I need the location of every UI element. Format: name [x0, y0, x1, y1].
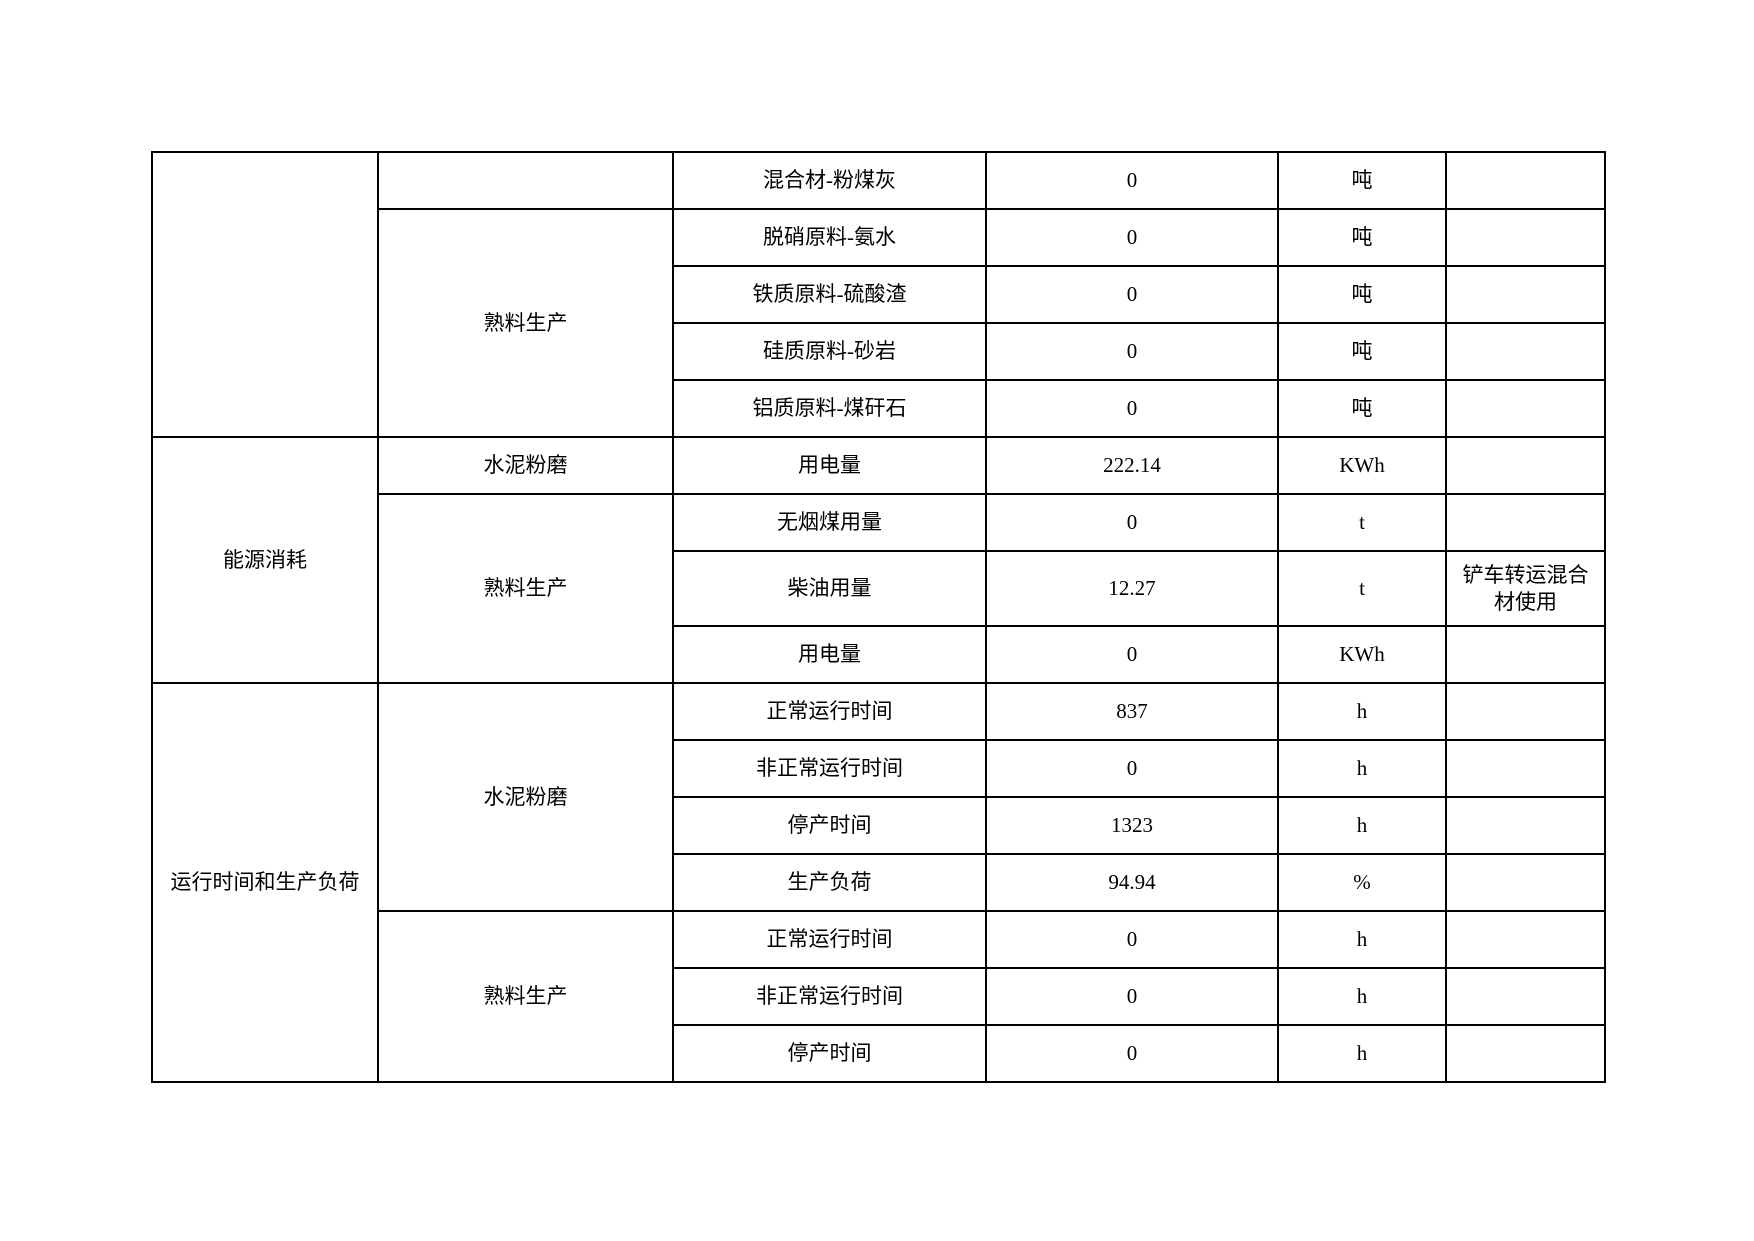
unit-cell: h: [1277, 682, 1447, 741]
note-cell: [1445, 1024, 1606, 1083]
value-cell: 1323: [985, 796, 1279, 855]
unit-cell: KWh: [1277, 625, 1447, 684]
value-cell: 0: [985, 493, 1279, 552]
item-cell: 正常运行时间: [672, 910, 987, 969]
value-cell: 0: [985, 379, 1279, 438]
table-row: 用电量 0 KWh: [152, 625, 1606, 684]
unit-cell: h: [1277, 796, 1447, 855]
note-cell: [1445, 322, 1606, 381]
value-cell: 0: [985, 739, 1279, 798]
value-cell: 222.14: [985, 436, 1279, 495]
table-row: 混合材-粉煤灰 0 吨: [151, 151, 1606, 438]
unit-cell: 吨: [1277, 265, 1447, 324]
note-cell: [1445, 739, 1606, 798]
value-cell: 0: [985, 910, 1279, 969]
unit-cell: 吨: [1277, 151, 1447, 210]
production-report-table: 混合材-粉煤灰 0 吨 熟料生产 脱硝原料-氨水 0 吨 铁质原料-硫酸渣 0 …: [151, 151, 1606, 1083]
unit-cell: t: [1277, 493, 1447, 552]
value-cell: 12.27: [985, 550, 1279, 627]
table-row: 能源消耗 水泥粉磨 用电量 222.14 KWh: [151, 436, 1606, 684]
item-cell: 非正常运行时间: [672, 739, 987, 798]
item-cell: 用电量: [672, 625, 987, 684]
item-cell: 正常运行时间: [672, 682, 987, 741]
item-cell: 停产时间: [672, 1024, 987, 1083]
category-cell: 能源消耗: [151, 436, 379, 684]
unit-cell: h: [1277, 739, 1447, 798]
table-row: 运行时间和生产负荷 水泥粉磨 正常运行时间 837 h: [151, 682, 1606, 1083]
unit-cell: 吨: [1277, 322, 1447, 381]
category-cell: [151, 151, 379, 438]
group-cell: 水泥粉磨: [377, 436, 674, 495]
unit-cell: 吨: [1277, 379, 1447, 438]
unit-cell: 吨: [1277, 208, 1447, 267]
value-cell: 837: [985, 682, 1279, 741]
unit-cell: KWh: [1277, 436, 1447, 495]
value-cell: 0: [985, 625, 1279, 684]
item-cell: 非正常运行时间: [672, 967, 987, 1026]
unit-cell: h: [1277, 967, 1447, 1026]
table-row: 停产时间 1323 h: [152, 796, 1606, 855]
group-cell: 水泥粉磨: [377, 682, 674, 912]
item-cell: 无烟煤用量: [672, 493, 987, 552]
table-row: 熟料生产 无烟煤用量 0 t: [152, 493, 1606, 684]
item-cell: 混合材-粉煤灰: [672, 151, 987, 210]
note-cell: [1445, 796, 1606, 855]
table-row: 非正常运行时间 0 h: [152, 967, 1606, 1026]
item-cell: 脱硝原料-氨水: [672, 208, 987, 267]
group-cell: 熟料生产: [377, 910, 674, 1083]
category-cell: 运行时间和生产负荷: [151, 682, 379, 1083]
unit-cell: t: [1277, 550, 1447, 627]
note-cell: [1445, 379, 1606, 438]
table-row: 硅质原料-砂岩 0 吨: [152, 322, 1606, 381]
unit-cell: %: [1277, 853, 1447, 912]
table-row: 熟料生产 正常运行时间 0 h: [152, 910, 1606, 1083]
item-cell: 柴油用量: [672, 550, 987, 627]
note-cell: 铲车转运混合材使用: [1445, 550, 1606, 627]
value-cell: 0: [985, 322, 1279, 381]
item-cell: 用电量: [672, 436, 987, 495]
item-cell: 生产负荷: [672, 853, 987, 912]
value-cell: 0: [985, 1024, 1279, 1083]
note-cell: [1445, 853, 1606, 912]
value-cell: 0: [985, 265, 1279, 324]
value-cell: 0: [985, 208, 1279, 267]
note-cell: [1445, 265, 1606, 324]
note-cell: [1445, 493, 1606, 552]
table-row: 非正常运行时间 0 h: [152, 739, 1606, 798]
value-cell: 94.94: [985, 853, 1279, 912]
unit-cell: h: [1277, 1024, 1447, 1083]
table-row: 铁质原料-硫酸渣 0 吨: [152, 265, 1606, 324]
unit-cell: h: [1277, 910, 1447, 969]
table-row: 铝质原料-煤矸石 0 吨: [152, 379, 1606, 438]
table-row: 柴油用量 12.27 t 铲车转运混合材使用: [152, 550, 1606, 627]
group-cell: 熟料生产: [377, 208, 674, 438]
note-cell: [1445, 436, 1606, 495]
group-cell: [377, 151, 674, 210]
value-cell: 0: [985, 967, 1279, 1026]
note-cell: [1445, 967, 1606, 1026]
table-row: 生产负荷 94.94 %: [152, 853, 1606, 912]
item-cell: 铁质原料-硫酸渣: [672, 265, 987, 324]
value-cell: 0: [985, 151, 1279, 210]
note-cell: [1445, 682, 1606, 741]
note-cell: [1445, 208, 1606, 267]
item-cell: 铝质原料-煤矸石: [672, 379, 987, 438]
note-cell: [1445, 910, 1606, 969]
item-cell: 停产时间: [672, 796, 987, 855]
note-cell: [1445, 625, 1606, 684]
note-cell: [1445, 151, 1606, 210]
item-cell: 硅质原料-砂岩: [672, 322, 987, 381]
table-row: 停产时间 0 h: [152, 1024, 1606, 1083]
table-row: 熟料生产 脱硝原料-氨水 0 吨: [152, 208, 1606, 438]
group-cell: 熟料生产: [377, 493, 674, 684]
